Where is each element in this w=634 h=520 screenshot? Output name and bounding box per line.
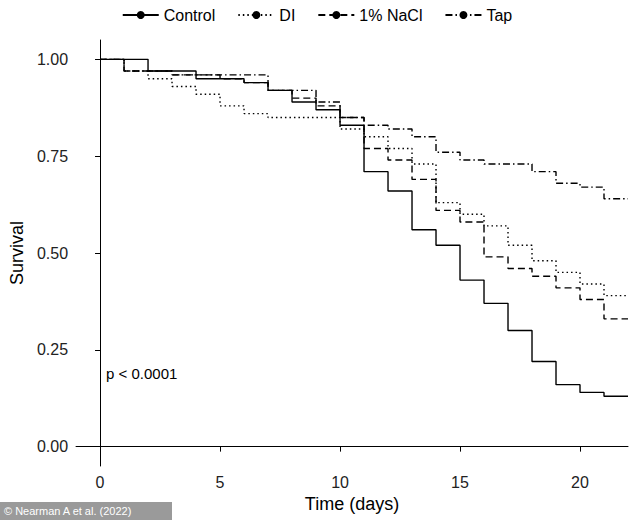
svg-text:20: 20 (571, 474, 589, 491)
svg-text:Survival: Survival (7, 221, 27, 285)
svg-text:Time (days): Time (days) (305, 494, 399, 514)
svg-text:© Nearman A et al. (2022): © Nearman A et al. (2022) (4, 505, 131, 517)
svg-text:0: 0 (96, 474, 105, 491)
svg-text:Control: Control (164, 7, 216, 24)
svg-text:1% NaCl: 1% NaCl (359, 7, 422, 24)
svg-text:p < 0.0001: p < 0.0001 (106, 365, 177, 382)
svg-text:0.50: 0.50 (37, 245, 68, 262)
svg-text:1.00: 1.00 (37, 51, 68, 68)
svg-text:5: 5 (216, 474, 225, 491)
svg-text:DI: DI (279, 7, 295, 24)
svg-text:Tap: Tap (486, 7, 512, 24)
svg-text:0.25: 0.25 (37, 341, 68, 358)
svg-text:15: 15 (451, 474, 469, 491)
svg-text:0.00: 0.00 (37, 438, 68, 455)
svg-text:0.75: 0.75 (37, 148, 68, 165)
svg-text:10: 10 (331, 474, 349, 491)
